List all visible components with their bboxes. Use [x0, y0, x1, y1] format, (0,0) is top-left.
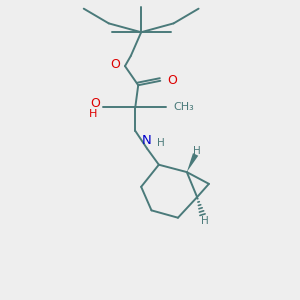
Text: CH₃: CH₃: [174, 102, 194, 112]
Text: H: H: [158, 138, 165, 148]
Text: O: O: [110, 58, 120, 71]
Text: O: O: [167, 74, 177, 87]
Text: H: H: [193, 146, 201, 156]
Text: H: H: [88, 109, 97, 119]
Text: N: N: [142, 134, 151, 147]
Text: H: H: [202, 216, 209, 226]
Polygon shape: [187, 153, 198, 172]
Text: O: O: [90, 97, 100, 110]
